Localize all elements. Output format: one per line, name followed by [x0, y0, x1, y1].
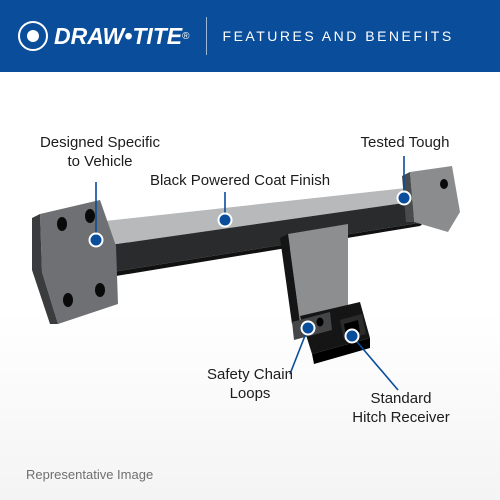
label-receiver-l2: Hitch Receiver: [352, 409, 450, 426]
header-bar: DRAW•TITE ® FEATURES AND BENEFITS: [0, 0, 500, 72]
header-subtitle: FEATURES AND BENEFITS: [223, 28, 454, 44]
callout-leads: [90, 156, 411, 390]
header-divider: [206, 17, 207, 55]
footer-caption: Representative Image: [26, 467, 153, 482]
registered-mark: ®: [182, 31, 189, 42]
label-receiver: Standard Hitch Receiver: [346, 390, 456, 428]
label-receiver-l1: Standard: [371, 390, 432, 407]
label-tested: Tested Tough: [350, 134, 460, 153]
label-finish: Black Powered Coat Finish: [140, 172, 340, 191]
label-loops-l1: Safety Chain: [207, 366, 293, 383]
brand-name: DRAW•TITE: [54, 23, 182, 50]
left-mount-plate: [32, 200, 118, 324]
hitch-bar: [78, 187, 425, 278]
label-loops-l2: Loops: [230, 385, 271, 402]
label-designed-l2: to Vehicle: [67, 153, 132, 170]
infographic: DRAW•TITE ® FEATURES AND BENEFITS: [0, 0, 500, 500]
hitch-ball-icon: [18, 21, 48, 51]
brand-logo: DRAW•TITE ®: [18, 21, 190, 51]
label-designed-l1: Designed Specific: [40, 134, 160, 151]
label-designed: Designed Specific to Vehicle: [30, 134, 170, 172]
label-loops: Safety Chain Loops: [200, 366, 300, 404]
diagram-canvas: Designed Specific to Vehicle Black Power…: [0, 72, 500, 500]
drop-bracket: [280, 224, 370, 364]
